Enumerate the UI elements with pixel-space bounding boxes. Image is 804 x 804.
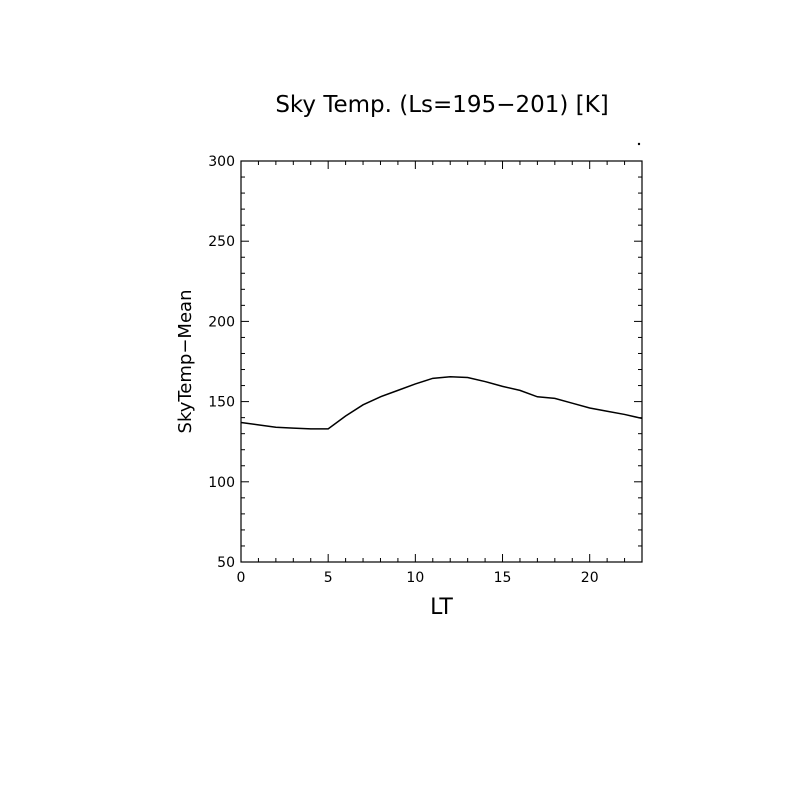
y-tick-label: 150 xyxy=(208,395,235,411)
y-tick-label: 200 xyxy=(208,314,235,330)
y-axis-label: SkyTemp−Mean xyxy=(175,290,196,434)
x-tick-label: 20 xyxy=(581,570,599,586)
x-tick-label: 5 xyxy=(324,570,333,586)
tick-labels: 0 5 10 15 20 50 100 150 200 250 300 xyxy=(208,154,598,586)
chart-title: Sky Temp. (Ls=195−201) [K] xyxy=(275,92,608,118)
y-tick-label: 300 xyxy=(208,154,235,170)
plot-frame xyxy=(240,160,643,563)
x-axis-label: LT xyxy=(430,595,453,620)
y-tick-label: 250 xyxy=(208,234,235,250)
corner-dot xyxy=(637,142,641,146)
y-tick-label: 50 xyxy=(217,555,235,571)
x-tick-label: 15 xyxy=(494,570,512,586)
x-tick-label: 0 xyxy=(237,570,246,586)
x-tick-label: 10 xyxy=(406,570,424,586)
y-tick-label: 100 xyxy=(208,475,235,491)
series-line xyxy=(240,375,643,430)
axis-ticks xyxy=(240,160,643,563)
